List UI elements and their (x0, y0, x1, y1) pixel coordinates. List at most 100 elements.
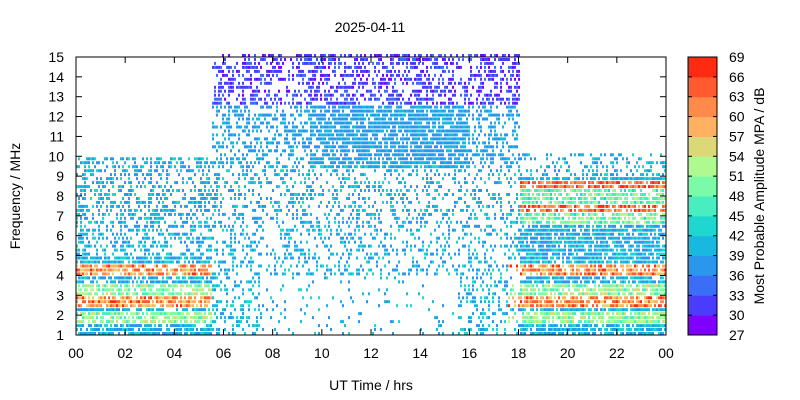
data-point (216, 149, 218, 153)
data-point (442, 101, 444, 105)
data-point (402, 133, 404, 137)
data-point (328, 141, 330, 145)
data-point (314, 125, 316, 129)
data-point (188, 304, 190, 308)
data-point (154, 316, 156, 320)
data-point (246, 320, 248, 324)
data-point (404, 165, 406, 169)
data-point (256, 244, 258, 248)
data-point (358, 73, 360, 77)
data-point (354, 101, 356, 105)
data-point (282, 284, 284, 288)
data-point (298, 141, 300, 145)
data-point (358, 105, 360, 109)
data-point (164, 288, 166, 292)
data-point (242, 65, 244, 69)
data-point (190, 292, 192, 296)
data-point (124, 252, 126, 256)
data-point (360, 240, 362, 244)
data-point (432, 109, 434, 113)
data-point (92, 181, 94, 185)
data-point (310, 58, 312, 61)
data-point (372, 125, 374, 129)
data-point (422, 105, 424, 109)
data-point (154, 264, 156, 268)
data-point (378, 212, 380, 216)
data-point (312, 129, 314, 133)
data-point (384, 149, 386, 153)
data-point (426, 268, 428, 272)
data-point (358, 204, 360, 208)
data-point (332, 149, 334, 153)
data-point (442, 69, 444, 73)
data-point (324, 149, 326, 153)
data-point (420, 129, 422, 133)
data-point (344, 81, 346, 85)
data-point (182, 189, 184, 192)
data-point (348, 129, 350, 133)
data-point (338, 81, 340, 85)
data-point (340, 153, 342, 157)
data-point (288, 121, 290, 125)
data-point (118, 288, 120, 292)
data-point (234, 113, 236, 117)
data-point (220, 260, 222, 264)
data-point (320, 173, 322, 177)
data-point (382, 137, 384, 141)
data-point (242, 165, 244, 169)
data-point (404, 161, 406, 165)
data-point (396, 153, 398, 157)
data-point (426, 272, 428, 276)
data-point (368, 212, 370, 216)
data-point (254, 181, 256, 185)
data-point (252, 125, 254, 129)
data-point (314, 153, 316, 157)
data-point (390, 73, 392, 77)
data-point (366, 165, 368, 169)
data-point (242, 260, 244, 264)
data-point (124, 216, 126, 220)
data-point (130, 272, 132, 276)
data-point (418, 236, 420, 240)
data-point (320, 228, 322, 232)
data-point (198, 288, 200, 292)
data-point (420, 105, 422, 109)
data-point (114, 268, 116, 272)
data-point (434, 228, 436, 232)
data-point (192, 200, 194, 204)
data-point (170, 324, 172, 328)
data-point (188, 296, 190, 300)
data-point (320, 73, 322, 77)
data-point (410, 220, 412, 224)
data-point (358, 216, 360, 220)
data-point (220, 161, 222, 165)
data-point (346, 105, 348, 109)
data-point (390, 58, 392, 61)
data-point (368, 153, 370, 157)
data-point (296, 93, 298, 97)
data-point (408, 109, 410, 113)
data-point (150, 193, 152, 196)
data-point (408, 208, 410, 212)
data-point (260, 145, 262, 149)
data-point (228, 169, 230, 173)
data-point (324, 244, 326, 248)
data-point (192, 260, 194, 264)
data-point (246, 244, 248, 248)
data-point (270, 69, 272, 73)
data-point (292, 193, 294, 196)
data-point (400, 77, 402, 81)
data-point (422, 248, 424, 252)
data-point (300, 320, 302, 324)
data-point (186, 244, 188, 248)
data-point (410, 304, 412, 308)
data-point (386, 85, 388, 89)
data-point (198, 200, 200, 204)
data-point (352, 141, 354, 145)
data-point (110, 208, 112, 212)
data-point (356, 212, 358, 216)
data-point (230, 232, 232, 236)
data-point (410, 113, 412, 117)
data-point (322, 157, 324, 161)
data-point (262, 113, 264, 117)
